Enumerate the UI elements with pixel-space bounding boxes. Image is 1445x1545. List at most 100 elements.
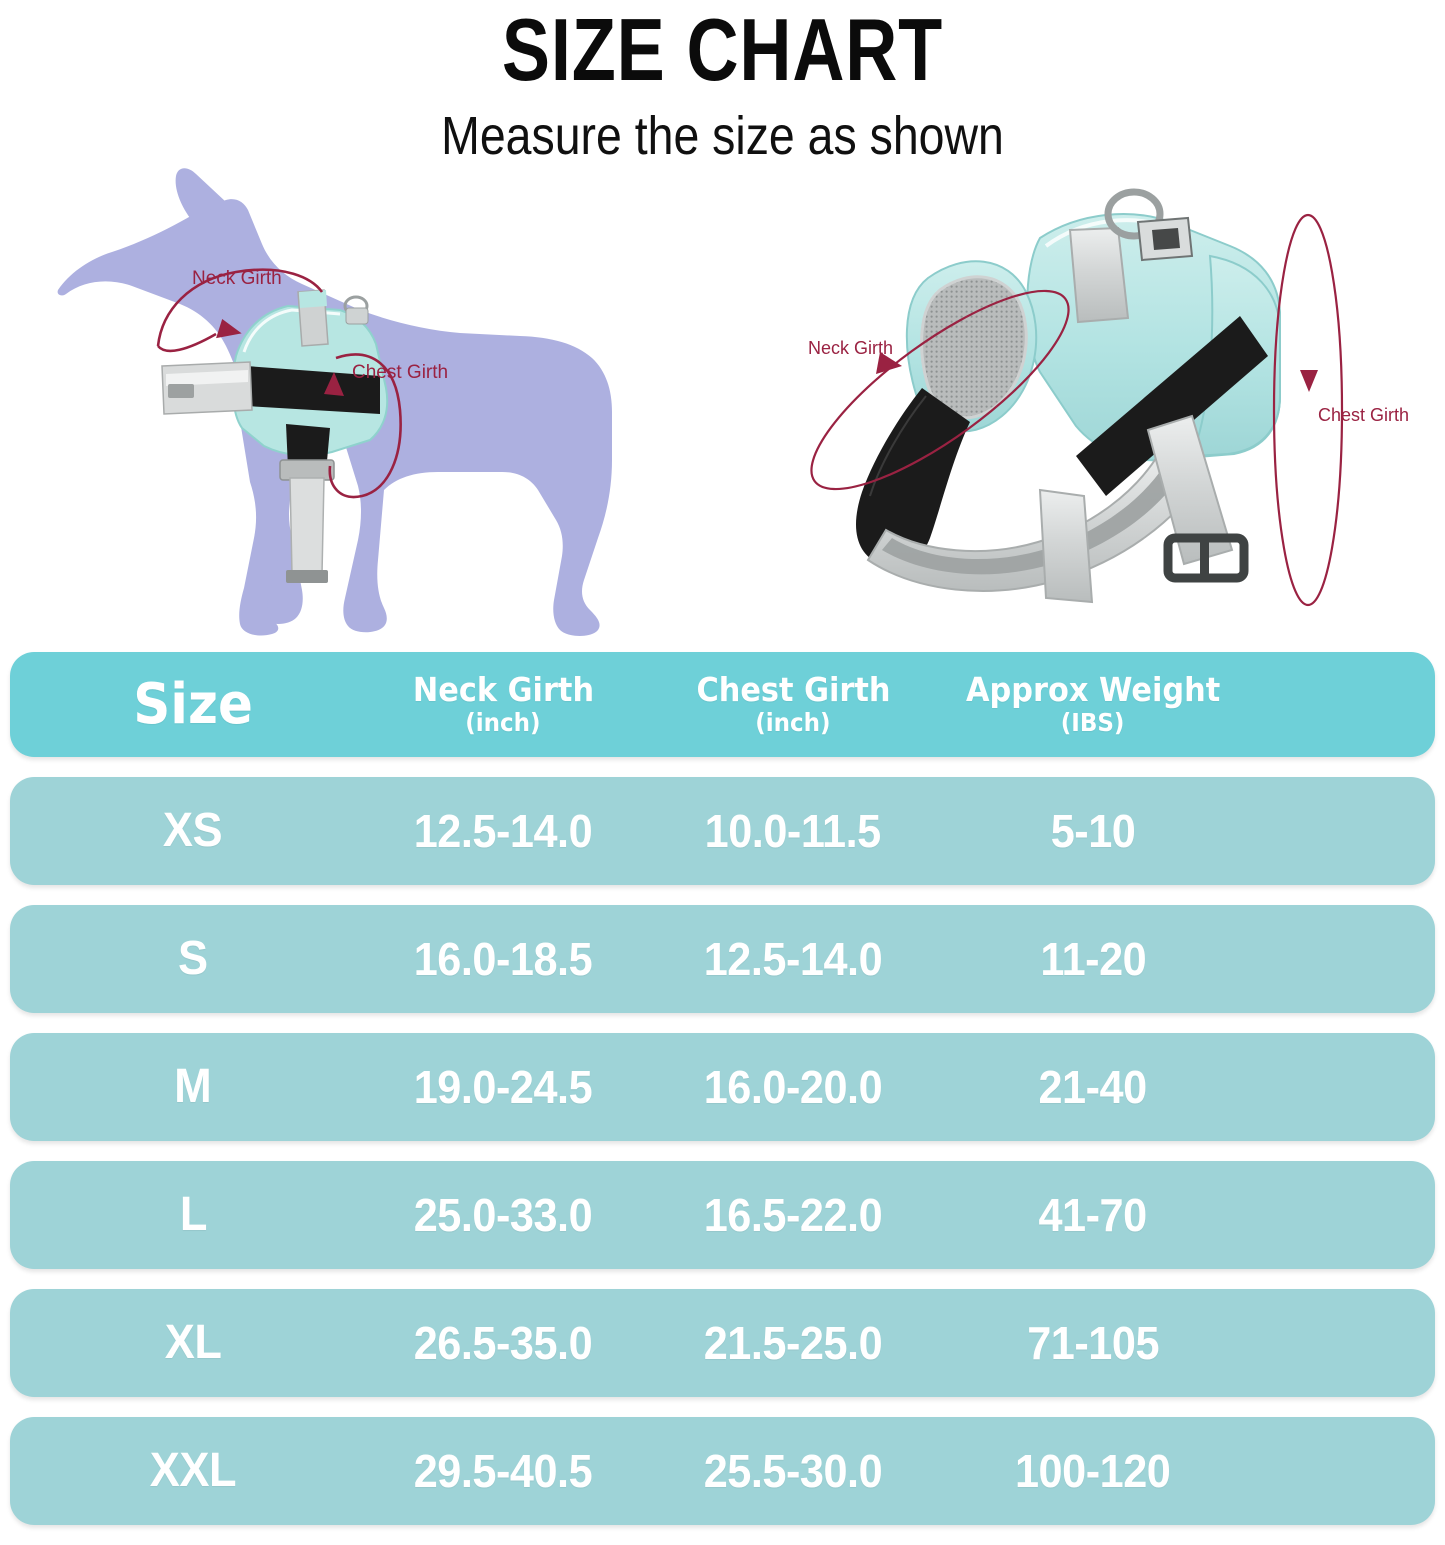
table-row: S 16.0-18.5 12.5-14.0 11-20 bbox=[10, 905, 1435, 1013]
cell-size: S bbox=[28, 905, 358, 1013]
column-header-weight-unit: (IBS) bbox=[1061, 707, 1125, 737]
cell-neck-value: 25.0-33.0 bbox=[413, 1189, 593, 1241]
cell-size: L bbox=[28, 1161, 358, 1269]
cell-chest-value: 12.5-14.0 bbox=[703, 933, 883, 985]
cell-neck-value: 16.0-18.5 bbox=[413, 933, 593, 985]
table-row: L 25.0-33.0 16.5-22.0 41-70 bbox=[10, 1161, 1435, 1269]
harness-belly-webbing bbox=[289, 477, 325, 575]
cell-chest-value: 21.5-25.0 bbox=[703, 1317, 883, 1369]
cell-chest: 21.5-25.0 bbox=[648, 1289, 938, 1397]
page-title: SIZE CHART bbox=[501, 0, 944, 99]
table-row: XS 12.5-14.0 10.0-11.5 5-10 bbox=[10, 777, 1435, 885]
cell-neck: 26.5-35.0 bbox=[358, 1289, 648, 1397]
cell-size: XXL bbox=[28, 1417, 358, 1525]
cell-chest-value: 25.5-30.0 bbox=[703, 1445, 883, 1497]
harness-tag-left bbox=[345, 307, 369, 325]
cell-chest: 16.0-20.0 bbox=[648, 1033, 938, 1141]
cell-size-value: XS bbox=[163, 804, 223, 857]
cell-neck-value: 19.0-24.5 bbox=[413, 1061, 593, 1113]
harness-dring bbox=[1104, 188, 1164, 240]
page-header: SIZE CHART Measure the size as shown bbox=[0, 0, 1445, 172]
neck-girth-arrowhead bbox=[216, 318, 242, 339]
harness-leg-webbing-2 bbox=[1038, 488, 1094, 604]
neck-girth-arrow-tail bbox=[156, 332, 217, 353]
table-header-row: Size Neck Girth (inch) Chest Girth (inch… bbox=[10, 652, 1435, 757]
cell-size-value: L bbox=[179, 1188, 207, 1241]
cell-weight-value: 41-70 bbox=[1038, 1189, 1148, 1241]
harness-silver-neck-highlight bbox=[166, 370, 248, 386]
cell-size: M bbox=[28, 1033, 358, 1141]
cell-weight: 71-105 bbox=[938, 1289, 1248, 1397]
cell-neck: 16.0-18.5 bbox=[358, 905, 648, 1013]
cell-size-value: M bbox=[174, 1060, 212, 1113]
harness-black-neck-pad-edge bbox=[869, 395, 927, 497]
chest-girth-arrowhead bbox=[324, 372, 344, 396]
column-header-neck: Neck Girth (inch) bbox=[358, 652, 648, 757]
harness-handle-webbing bbox=[1068, 226, 1130, 324]
column-header-size: Size bbox=[28, 652, 358, 757]
cell-weight-value: 5-10 bbox=[1050, 805, 1136, 857]
cell-size-value: S bbox=[178, 932, 208, 985]
harness-leg-webbing bbox=[1146, 414, 1234, 566]
cell-size: XL bbox=[28, 1289, 358, 1397]
harness-neck-buckle bbox=[168, 384, 194, 398]
cell-size-value: XL bbox=[164, 1316, 222, 1369]
harness-product-illustration: Neck Girth Chest Girth bbox=[740, 160, 1445, 640]
cell-neck-value: 29.5-40.5 bbox=[413, 1445, 593, 1497]
illustration-section: Neck Girth Chest Girth bbox=[0, 160, 1445, 640]
cell-chest: 10.0-11.5 bbox=[648, 777, 938, 885]
cell-weight: 100-120 bbox=[938, 1417, 1248, 1525]
neck-girth-label-right: Neck Girth bbox=[808, 338, 894, 358]
chest-girth-arc bbox=[328, 353, 402, 499]
cell-chest: 25.5-30.0 bbox=[648, 1417, 938, 1525]
harness-reflective-stripe bbox=[882, 466, 1180, 575]
neck-girth-arrowhead-right bbox=[876, 352, 902, 374]
harness-belly-end-clip bbox=[286, 570, 328, 583]
table-row: XL 26.5-35.0 21.5-25.0 71-105 bbox=[10, 1289, 1435, 1397]
chest-girth-label-left: Chest Girth bbox=[352, 362, 449, 383]
cell-weight: 5-10 bbox=[938, 777, 1248, 885]
harness-slider-buckle-bar bbox=[1200, 538, 1209, 578]
dog-front-leg-shape bbox=[236, 396, 283, 636]
neck-girth-label-left: Neck Girth bbox=[192, 268, 282, 289]
cell-neck: 25.0-33.0 bbox=[358, 1161, 648, 1269]
dog-ear-shape bbox=[175, 168, 226, 218]
table-row: XXL 29.5-40.5 25.5-30.0 100-120 bbox=[10, 1417, 1435, 1525]
neck-girth-arc bbox=[156, 268, 324, 347]
harness-top-edge bbox=[242, 308, 341, 353]
size-chart-table: Size Neck Girth (inch) Chest Girth (inch… bbox=[0, 652, 1445, 1545]
column-header-chest: Chest Girth (inch) bbox=[648, 652, 938, 757]
column-header-neck-label: Neck Girth bbox=[412, 669, 594, 709]
cell-neck-value: 26.5-35.0 bbox=[413, 1317, 593, 1369]
page-subtitle: Measure the size as shown bbox=[441, 106, 1004, 166]
chest-girth-ellipse bbox=[1272, 213, 1344, 607]
harness-product-svg bbox=[810, 188, 1344, 607]
harness-tag-emblem bbox=[1152, 228, 1180, 250]
cell-chest-value: 10.0-11.5 bbox=[704, 805, 882, 857]
table-row: M 19.0-24.5 16.0-20.0 21-40 bbox=[10, 1033, 1435, 1141]
cell-weight: 41-70 bbox=[938, 1161, 1248, 1269]
harness-black-strip bbox=[246, 366, 380, 414]
column-header-chest-unit: (inch) bbox=[755, 707, 831, 737]
cell-chest: 12.5-14.0 bbox=[648, 905, 938, 1013]
cell-weight-value: 11-20 bbox=[1040, 933, 1146, 985]
cell-weight: 21-40 bbox=[938, 1033, 1248, 1141]
neck-girth-ellipse bbox=[810, 289, 1070, 491]
harness-black-neck-pad bbox=[856, 388, 970, 567]
cell-weight-value: 21-40 bbox=[1038, 1061, 1148, 1113]
cell-neck: 29.5-40.5 bbox=[358, 1417, 648, 1525]
column-header-weight: Approx Weight (IBS) bbox=[938, 652, 1248, 757]
column-header-chest-label: Chest Girth bbox=[695, 669, 891, 709]
column-header-weight-label: Approx Weight bbox=[965, 669, 1221, 709]
cell-size: XS bbox=[28, 777, 358, 885]
cell-neck: 19.0-24.5 bbox=[358, 1033, 648, 1141]
column-header-neck-unit: (inch) bbox=[465, 707, 541, 737]
cell-chest-value: 16.0-20.0 bbox=[703, 1061, 883, 1113]
chest-girth-label-right: Chest Girth bbox=[1318, 405, 1410, 425]
harness-belly-buckle bbox=[279, 459, 335, 481]
harness-black-velcro-strip bbox=[1076, 316, 1268, 496]
cell-weight-value: 100-120 bbox=[1015, 1445, 1171, 1497]
column-header-size-label: Size bbox=[133, 671, 253, 737]
harness-top-tab-teal bbox=[299, 290, 327, 308]
dog-silhouette-svg bbox=[57, 168, 613, 636]
